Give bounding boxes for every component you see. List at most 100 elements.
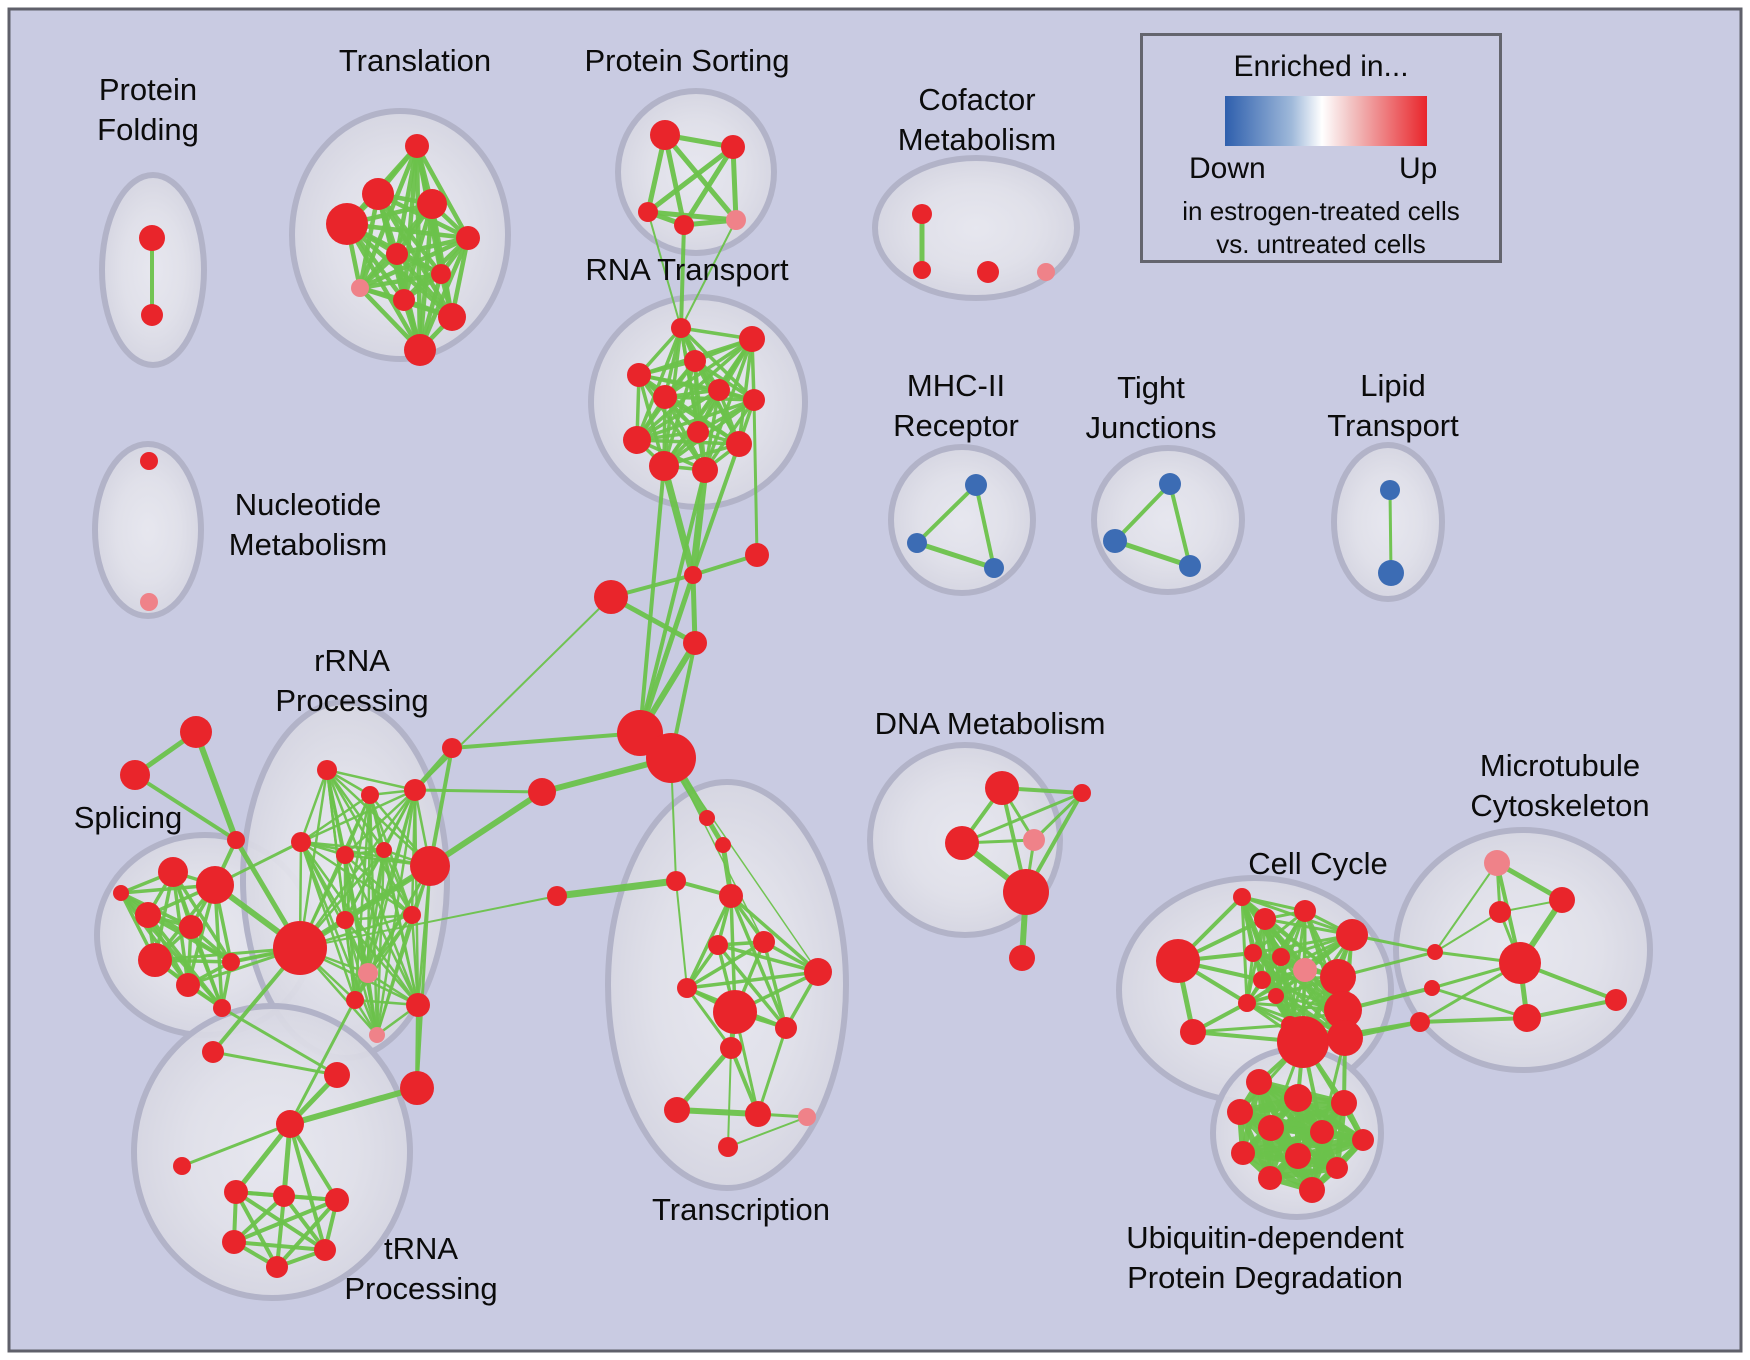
node-tn4 bbox=[222, 1230, 246, 1254]
cluster-label-cofactor-metabolism-line1: Cofactor bbox=[918, 82, 1035, 117]
edge bbox=[1388, 488, 1393, 575]
node-tx6 bbox=[775, 1017, 797, 1039]
node-sp9 bbox=[213, 999, 231, 1017]
node-txc bbox=[719, 884, 743, 908]
node-ub12 bbox=[1299, 1177, 1325, 1203]
node-cc4 bbox=[1336, 919, 1368, 951]
edge bbox=[325, 768, 386, 852]
node-tl5 bbox=[456, 226, 480, 250]
node-tl11 bbox=[404, 334, 436, 366]
node-tn7 bbox=[173, 1157, 191, 1175]
node-nl2 bbox=[528, 778, 556, 806]
edge bbox=[366, 848, 386, 975]
edge bbox=[133, 773, 238, 842]
edge bbox=[428, 746, 454, 868]
edge bbox=[234, 1190, 279, 1269]
cluster-label-trna-processing-line2: Processing bbox=[344, 1271, 497, 1306]
node-c3 bbox=[594, 580, 628, 614]
cluster-label-nucleotide-metabolism-line1: Nucleotide bbox=[235, 487, 381, 522]
cluster-label-nucleotide-metabolism-line2: Metabolism bbox=[229, 527, 388, 562]
node-sp3 bbox=[135, 902, 161, 928]
node-ps1 bbox=[650, 120, 680, 150]
node-mc6 bbox=[1605, 989, 1627, 1011]
node-cc10 bbox=[1268, 988, 1284, 1004]
node-cc5 bbox=[1244, 944, 1262, 962]
node-tl4 bbox=[417, 189, 447, 219]
cluster-labels: Protein Folding Translation Protein Sorting… bbox=[74, 43, 1650, 1306]
edge bbox=[662, 132, 739, 223]
edge bbox=[1113, 482, 1172, 543]
node-rr13 bbox=[346, 991, 364, 1009]
edge bbox=[638, 468, 707, 735]
node-ub7 bbox=[1352, 1129, 1374, 1151]
cluster-label-rrna-processing-line1: rRNA bbox=[314, 643, 390, 678]
node-sp1 bbox=[158, 857, 188, 887]
node-ub4 bbox=[1227, 1099, 1253, 1125]
edge bbox=[727, 1116, 808, 1148]
edge bbox=[394, 235, 471, 257]
node-sp8 bbox=[222, 953, 240, 971]
edge bbox=[1434, 862, 1498, 953]
node-mcp bbox=[1484, 850, 1510, 876]
node-rt10 bbox=[726, 431, 752, 457]
cluster-ellipse-lipid-transport bbox=[1331, 442, 1445, 602]
node-st1 bbox=[180, 716, 212, 748]
edge bbox=[325, 768, 417, 792]
node-ub10 bbox=[1326, 1157, 1348, 1179]
node-ub2 bbox=[1284, 1084, 1312, 1112]
node-rt4 bbox=[627, 363, 651, 387]
legend-title: Enriched in... bbox=[1233, 50, 1409, 83]
node-txa bbox=[699, 810, 715, 826]
node-ub11 bbox=[1258, 1166, 1282, 1190]
node-cc9 bbox=[1253, 971, 1271, 989]
legend-subtitle-line2: vs. untreated cells bbox=[1216, 229, 1426, 259]
node-ub5 bbox=[1258, 1115, 1284, 1141]
node-tn3 bbox=[325, 1188, 349, 1212]
edge bbox=[670, 757, 819, 973]
edge bbox=[119, 891, 233, 964]
node-tj2 bbox=[1103, 529, 1127, 553]
node-cc13 bbox=[1324, 991, 1362, 1029]
edge bbox=[450, 731, 642, 750]
node-tl1 bbox=[405, 134, 429, 158]
edge bbox=[1525, 998, 1618, 1020]
edge bbox=[679, 223, 686, 330]
cluster-label-lipid-transport-line2: Transport bbox=[1327, 408, 1459, 443]
edge bbox=[915, 483, 978, 545]
node-mc4 bbox=[1499, 942, 1541, 984]
node-nl1 bbox=[442, 738, 462, 758]
node-cc6 bbox=[1272, 948, 1290, 966]
edge bbox=[685, 970, 820, 990]
node-mc3 bbox=[1489, 901, 1511, 923]
node-rt9 bbox=[623, 426, 651, 454]
cluster-label-translation: Translation bbox=[339, 43, 491, 78]
node-x3 bbox=[1410, 1012, 1430, 1032]
edge bbox=[1430, 986, 1529, 1020]
legend-box: Enriched in... Down Up in estrogen-treat… bbox=[1140, 33, 1502, 263]
node-rr18 bbox=[400, 1071, 434, 1105]
node-rr1 bbox=[317, 760, 337, 780]
node-lt1 bbox=[1380, 480, 1400, 500]
edge bbox=[660, 462, 697, 579]
node-dm6 bbox=[1009, 945, 1035, 971]
edge bbox=[914, 540, 997, 571]
node-tl9 bbox=[393, 289, 415, 311]
edge bbox=[647, 211, 682, 329]
node-dm2 bbox=[1073, 784, 1091, 802]
node-tx10 bbox=[798, 1108, 816, 1126]
node-tl6 bbox=[386, 243, 408, 265]
node-tx3 bbox=[677, 978, 697, 998]
node-c1 bbox=[684, 566, 702, 584]
node-tj3 bbox=[1179, 555, 1201, 577]
node-rr3 bbox=[404, 779, 426, 801]
edge bbox=[663, 395, 756, 402]
edge bbox=[1251, 909, 1307, 955]
edge bbox=[299, 793, 372, 844]
cluster-label-cell-cycle: Cell Cycle bbox=[1248, 846, 1388, 881]
node-rt7 bbox=[743, 389, 765, 411]
legend-down-label: Down bbox=[1189, 152, 1266, 185]
node-mh1 bbox=[965, 474, 987, 496]
node-dm4 bbox=[1023, 829, 1045, 851]
node-tx2 bbox=[753, 931, 775, 953]
